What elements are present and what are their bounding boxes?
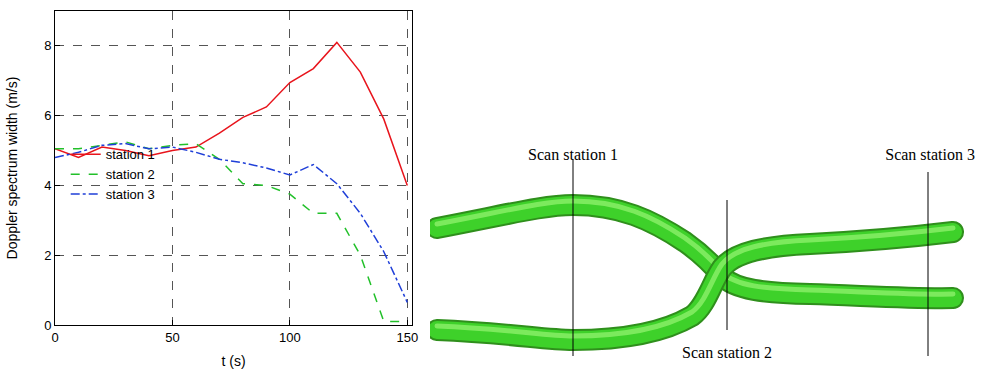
- svg-text:50: 50: [165, 330, 179, 345]
- svg-text:8: 8: [44, 38, 51, 53]
- svg-text:station 3: station 3: [106, 187, 155, 202]
- svg-text:4: 4: [44, 178, 51, 193]
- svg-text:150: 150: [396, 330, 418, 345]
- svg-text:t (s): t (s): [221, 353, 245, 369]
- svg-text:station 1: station 1: [106, 147, 155, 162]
- svg-text:Scan station 3: Scan station 3: [885, 146, 975, 163]
- svg-text:0: 0: [51, 330, 58, 345]
- svg-text:station 2: station 2: [106, 167, 155, 182]
- svg-text:2: 2: [44, 248, 51, 263]
- svg-text:100: 100: [279, 330, 301, 345]
- svg-text:Scan station 1: Scan station 1: [528, 146, 618, 163]
- svg-text:0: 0: [44, 318, 51, 333]
- svg-text:Scan station 2: Scan station 2: [682, 344, 772, 361]
- svg-text:Doppler spectrum width (m/s): Doppler spectrum width (m/s): [4, 77, 20, 260]
- svg-text:6: 6: [44, 108, 51, 123]
